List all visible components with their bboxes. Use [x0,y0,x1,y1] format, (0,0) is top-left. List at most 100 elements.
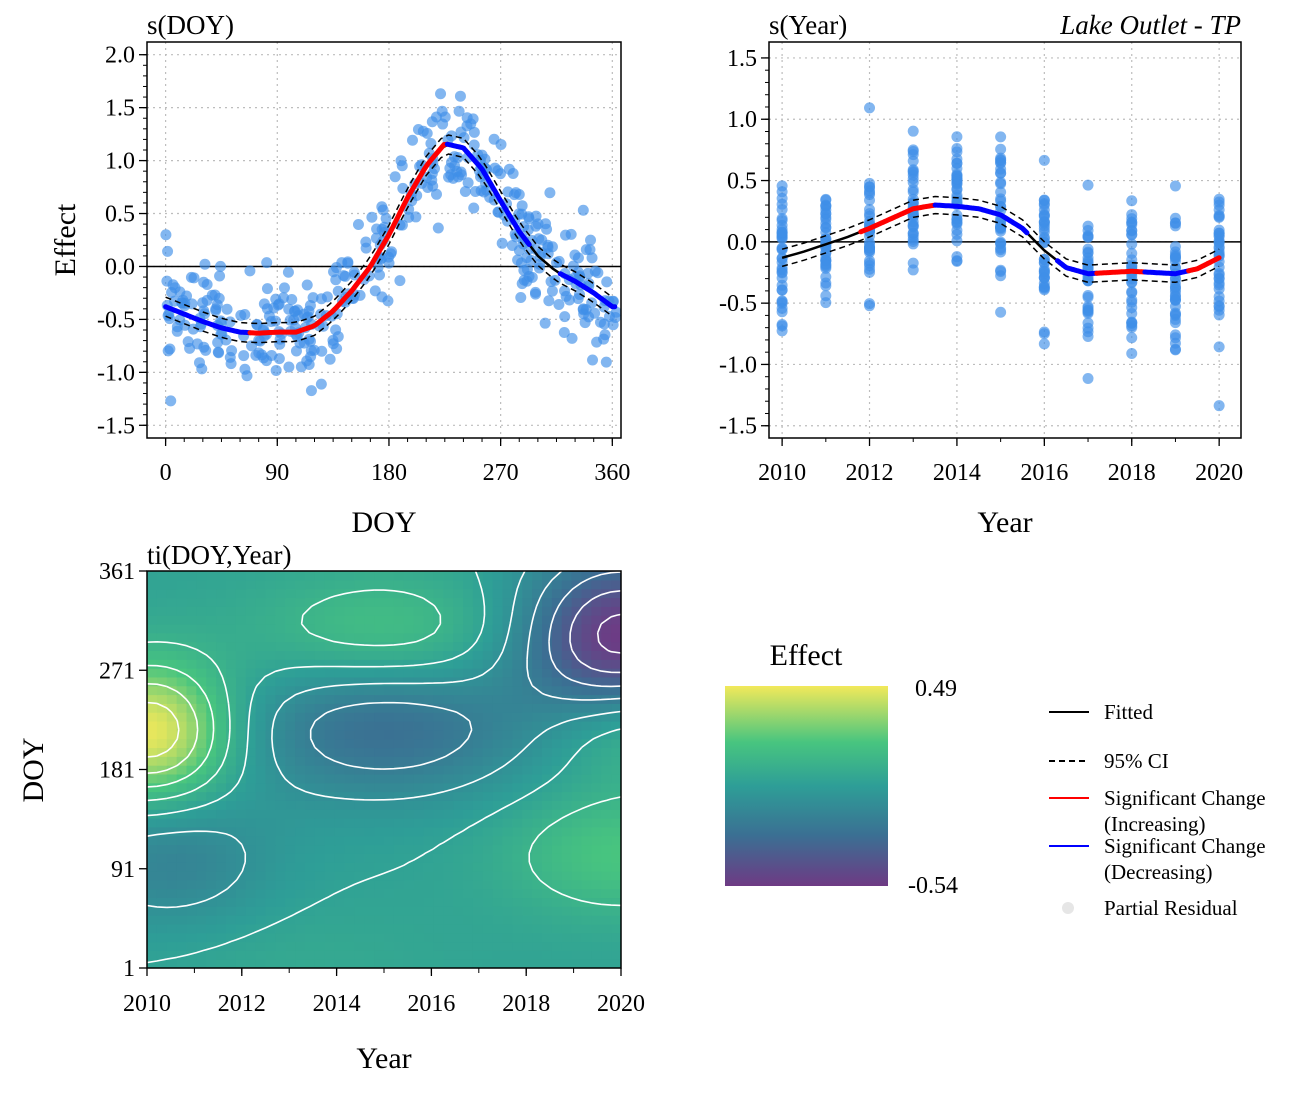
heatmap-cell [206,720,217,731]
heatmap-cell [265,756,276,766]
heatmap-cell [226,844,237,854]
heatmap-cell [512,729,523,740]
heatmap-cell [344,826,355,837]
heatmap-cell [482,906,494,916]
heatmap-cell [364,685,375,696]
x-tick-label: 0 [160,460,172,486]
heatmap-cell [532,879,543,890]
heatmap-cell [532,826,543,837]
heatmap-cell [245,932,257,943]
residual-point [352,218,364,230]
heatmap-cell [147,606,158,616]
heatmap-cell [285,791,296,801]
heatmap-cell [433,729,444,740]
heatmap-cell [354,659,365,669]
heatmap-cell [591,915,602,925]
heatmap-cell [196,712,207,722]
heatmap-cell [403,641,415,651]
heatmap-cell [581,800,592,810]
heatmap-cell [453,853,464,863]
heatmap-cell [403,676,415,687]
heatmap-cell [295,932,306,943]
heatmap-cell [482,685,494,696]
heatmap-cell [433,853,444,863]
heatmap-cell [571,588,583,599]
heatmap-cell [206,747,217,757]
heatmap-cell [334,641,346,651]
heatmap-cell [344,765,355,775]
heatmap-cell [522,826,533,837]
heatmap-cell [235,800,247,810]
heatmap-cell [156,879,168,890]
heatmap-cell [384,685,395,696]
heatmap-cell [561,826,573,837]
heatmap-cell [344,571,355,581]
heatmap-cell [482,791,494,801]
heatmap-cell [591,835,602,846]
heatmap-cell [255,641,267,651]
heatmap-cell [463,862,474,872]
heatmap-cell [443,747,454,757]
heatmap-cell [166,809,178,819]
heatmap-cell [482,826,494,837]
heatmap-cell [354,579,365,590]
heatmap-cell [226,941,237,951]
heatmap-cell [295,853,306,863]
heatmap-cell [522,676,533,687]
heatmap-cell [571,579,583,590]
heatmap-cell [176,818,188,828]
heatmap-cell [226,676,237,687]
heatmap-cell [275,694,286,704]
heatmap-cell [186,800,197,810]
heatmap-cell [433,659,444,669]
contour-line [147,571,621,964]
heatmap-cell [245,650,257,660]
heatmap-cell [275,888,286,899]
heatmap-cell [314,579,326,590]
heatmap-cell [265,800,276,810]
heatmap-cell [433,641,444,651]
heatmap-cell [453,668,464,678]
heatmap-cell [156,818,168,828]
heatmap-cell [305,915,316,925]
heatmap-cell [611,703,621,713]
residual-point [995,306,1007,318]
heatmap-cell [492,571,504,581]
heatmap-cell [245,835,257,846]
heatmap-cell [196,835,207,846]
heatmap-cell [403,579,415,590]
heatmap-cell [344,950,355,960]
heatmap-cell [206,897,217,907]
heatmap-cell [393,950,405,960]
heatmap-cell [542,579,553,590]
heatmap-cell [423,870,434,881]
heatmap-cell [492,712,504,722]
heatmap-cell [453,950,464,960]
heatmap-cell [571,844,583,854]
residual-point [371,223,383,235]
heatmap-cell [423,950,434,960]
heatmap-cell [581,923,592,934]
heatmap-cell [463,615,474,625]
heatmap-cell [443,888,454,899]
heatmap-cell [295,915,306,925]
heatmap-cell [334,729,346,740]
residual-point [307,292,319,304]
heatmap-cell [542,606,553,616]
heatmap-cell [324,941,336,951]
heatmap-cell [354,712,365,722]
heatmap-cell [334,615,346,625]
heatmap-cell [502,862,513,872]
panel-b-confidence-band [781,195,1220,284]
heatmap-cell [384,879,395,890]
heatmap-cell [571,765,583,775]
residual-point [578,308,590,320]
residual-point [907,186,919,198]
residual-point [377,204,389,216]
heatmap-cell [403,729,415,740]
heatmap-cell [176,579,188,590]
heatmap-cell [305,853,316,863]
heatmap-cell [285,659,296,669]
heatmap-cell [463,818,474,828]
